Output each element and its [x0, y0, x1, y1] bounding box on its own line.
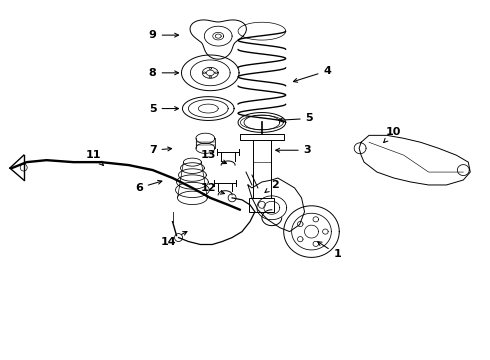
- Circle shape: [20, 164, 27, 171]
- Text: 3: 3: [276, 145, 311, 155]
- Text: 5: 5: [279, 113, 313, 123]
- Circle shape: [228, 194, 236, 202]
- Text: 8: 8: [149, 68, 178, 78]
- Text: 12: 12: [200, 183, 224, 194]
- Bar: [253, 140, 271, 198]
- Text: 4: 4: [294, 66, 331, 82]
- Text: 11: 11: [85, 150, 103, 165]
- Circle shape: [174, 234, 182, 242]
- Text: 7: 7: [149, 145, 172, 155]
- Text: 5: 5: [149, 104, 178, 113]
- Text: 2: 2: [265, 180, 279, 193]
- Bar: [249, 198, 274, 212]
- Text: 14: 14: [161, 231, 187, 247]
- Circle shape: [258, 201, 266, 208]
- Text: 10: 10: [384, 127, 401, 143]
- Text: 6: 6: [135, 180, 162, 193]
- Text: 1: 1: [318, 242, 341, 260]
- Text: 9: 9: [149, 30, 178, 40]
- Text: 13: 13: [200, 150, 226, 164]
